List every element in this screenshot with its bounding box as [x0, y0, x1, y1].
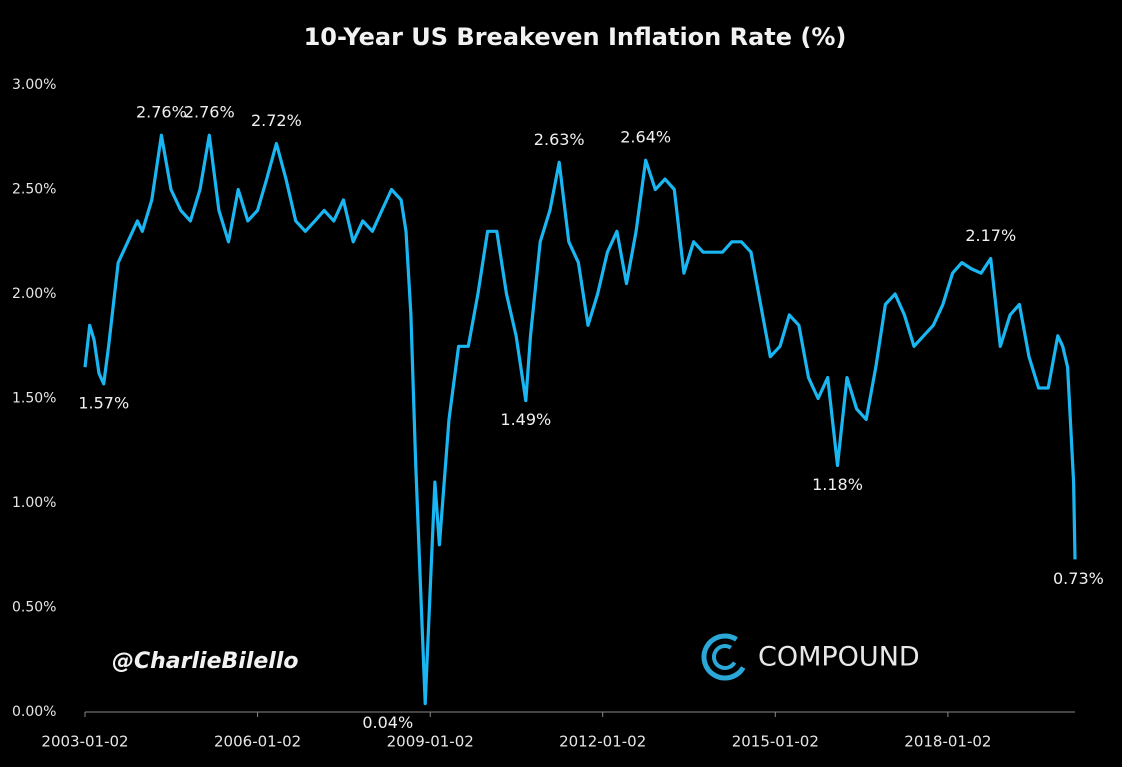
logo-ring-inner: [712, 644, 738, 670]
data-label: 1.18%: [812, 475, 863, 494]
logo-text: COMPOUND: [758, 642, 920, 673]
x-tick-label: 2012-01-02: [559, 733, 646, 751]
data-label: 1.57%: [78, 393, 129, 412]
data-label: 2.63%: [534, 130, 585, 149]
data-label: 2.72%: [251, 111, 302, 130]
credit: @CharlieBilello: [112, 649, 298, 674]
line: [83, 133, 1077, 706]
data-label: 2.76%: [184, 103, 235, 122]
y-tick-label: 0.00%: [12, 704, 56, 720]
y-tick-label: 2.00%: [12, 286, 56, 302]
x-tick-label: 2009-01-02: [387, 733, 474, 751]
y-tick-label: 2.50%: [12, 182, 56, 198]
data-label: 2.64%: [620, 128, 671, 147]
y-tick-label: 0.50%: [12, 600, 56, 616]
y-tick-label: 1.00%: [12, 495, 56, 511]
data-label: 2.17%: [965, 226, 1016, 245]
x-tick-label: 2015-01-02: [732, 733, 819, 751]
data-label: 0.73%: [1053, 569, 1104, 588]
data-label: 0.04%: [362, 713, 413, 732]
x-tick-label: 2003-01-02: [41, 733, 128, 751]
chart-title: 10-Year US Breakeven Inflation Rate (%): [304, 23, 847, 51]
data-label: 1.49%: [500, 410, 551, 429]
logo-ring: [701, 633, 749, 681]
x-tick-label: 2006-01-02: [214, 733, 301, 751]
logo: COMPOUND: [701, 633, 920, 681]
y-tick-label: 1.50%: [12, 391, 56, 407]
y-tick-label: 3.00%: [12, 77, 56, 93]
data-label: 2.76%: [136, 103, 187, 122]
x-tick-label: 2018-01-02: [904, 733, 991, 751]
